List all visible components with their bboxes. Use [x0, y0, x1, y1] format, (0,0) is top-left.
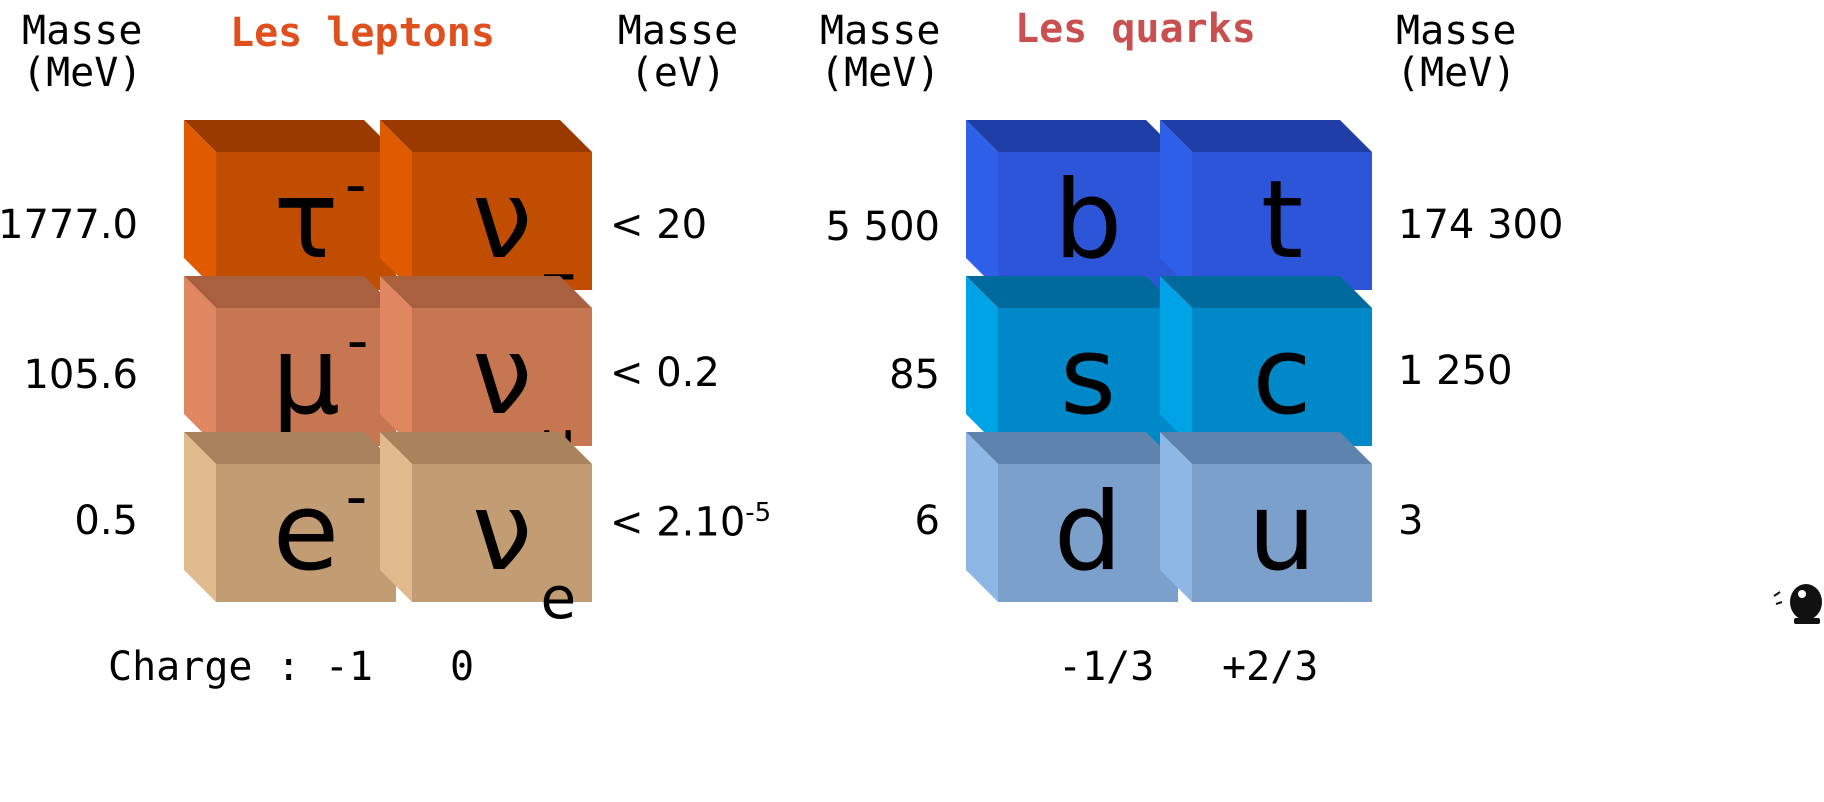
quark-right-mass-u: 3 — [1398, 498, 1424, 544]
quark-symbol-d-base: d — [1053, 470, 1123, 595]
lepton-right-mass-nu-e: < 2.10-5 — [610, 498, 772, 546]
lepton-left-mass-e: 0.5 — [74, 498, 138, 544]
lepton-symbol-charged-2-superscript: - — [345, 462, 368, 532]
lepton-symbol-neutrino-0: ντ — [472, 167, 576, 316]
lepton-symbol-charged-1: μ- — [272, 311, 369, 431]
lepton-symbol-charged-2-base: e — [272, 470, 340, 595]
up-quark-charge: +2/3 — [1222, 644, 1319, 690]
quark-left-mass-header-line1: Masse — [820, 8, 941, 54]
lepton-symbol-charged-0-superscript: - — [344, 150, 367, 220]
lepton-symbol-neutrino-0-base: ν — [471, 158, 533, 283]
quark-right-mass-c: 1 250 — [1398, 348, 1513, 394]
quark-left-mass-s: 85 — [889, 352, 940, 398]
quark-block-up-2: u — [1160, 432, 1372, 602]
lepton-right-mass-header: Masse (eV) — [608, 10, 748, 94]
lepton-left-mass-tau: 1777.0 — [0, 202, 138, 248]
lepton-symbol-charged-0: τ- — [273, 155, 366, 275]
lepton-symbol-charged-0-base: τ — [273, 158, 339, 283]
lepton-symbol-neutrino-2-base: ν — [471, 470, 533, 595]
lepton-block-charged-0: τ- — [184, 120, 396, 290]
lepton-block-charged-2: e- — [184, 432, 396, 602]
lepton-symbol-charged-1-base: μ — [271, 314, 341, 439]
quark-block-up-1: c — [1160, 276, 1372, 446]
lepton-right-mass-nu-e-base: < 2.10 — [610, 499, 746, 546]
lepton-left-mass-header-line2: (MeV) — [22, 50, 143, 96]
lepton-charge-label: Charge : -1 — [108, 644, 373, 690]
quark-right-mass-header-line1: Masse — [1396, 8, 1517, 54]
leptons-title: Les leptons — [230, 10, 495, 56]
quark-symbol-t-base: t — [1260, 158, 1304, 283]
quarks-title: Les quarks — [1015, 6, 1256, 52]
lepton-symbol-charged-2: e- — [273, 467, 367, 587]
quark-symbol-b-base: b — [1053, 158, 1123, 283]
lepton-right-mass-header-line2: (eV) — [629, 50, 727, 96]
neutrino-charge: 0 — [450, 644, 475, 690]
cartoon-character-icon — [1773, 584, 1822, 624]
quark-symbol-t: t — [1261, 167, 1303, 275]
quark-right-mass-t: 174 300 — [1398, 202, 1564, 248]
quark-right-mass-header-line2: (MeV) — [1396, 50, 1517, 96]
quark-right-mass-header: Masse (MeV) — [1396, 10, 1516, 94]
lepton-block-neutrino-0: ντ — [380, 120, 592, 316]
lepton-left-mass-mu: 105.6 — [23, 352, 138, 398]
lepton-symbol-neutrino-2-subscript: e — [540, 564, 577, 632]
quark-symbol-d: d — [1054, 479, 1123, 587]
quark-symbol-s: s — [1060, 323, 1116, 431]
lepton-block-neutrino-1: νμ — [380, 276, 592, 472]
lepton-right-mass-nu-e-exponent: -5 — [745, 498, 772, 528]
quark-left-mass-b: 5 500 — [825, 204, 940, 250]
quark-symbol-s-base: s — [1059, 314, 1117, 439]
lepton-right-mass-header-line1: Masse — [617, 8, 739, 54]
quark-symbol-c-base: c — [1252, 314, 1312, 439]
quark-symbol-u-base: u — [1247, 470, 1317, 595]
quark-left-mass-d: 6 — [914, 498, 940, 544]
lepton-left-mass-header-line1: Masse — [22, 8, 143, 54]
quark-symbol-c: c — [1252, 323, 1311, 431]
lepton-right-mass-nu-tau: < 20 — [610, 202, 708, 248]
quark-block-down-2: d — [966, 432, 1178, 602]
down-quark-charge: -1/3 — [1058, 644, 1155, 690]
quark-left-mass-header-line2: (MeV) — [820, 50, 941, 96]
quark-symbol-u: u — [1248, 479, 1316, 587]
lepton-symbol-neutrino-1: νμ — [472, 323, 576, 472]
lepton-left-mass-header: Masse (MeV) — [22, 10, 142, 94]
quark-block-down-0: b — [966, 120, 1178, 290]
lepton-symbol-neutrino-1-base: ν — [471, 314, 533, 439]
lepton-block-charged-1: μ- — [184, 276, 396, 446]
quark-block-up-0: t — [1160, 120, 1372, 290]
quark-block-down-1: s — [966, 276, 1178, 446]
quark-left-mass-header: Masse (MeV) — [820, 10, 940, 94]
quark-symbol-b: b — [1054, 167, 1123, 275]
lepton-symbol-charged-1-superscript: - — [346, 306, 369, 376]
lepton-right-mass-nu-mu: < 0.2 — [610, 350, 720, 396]
